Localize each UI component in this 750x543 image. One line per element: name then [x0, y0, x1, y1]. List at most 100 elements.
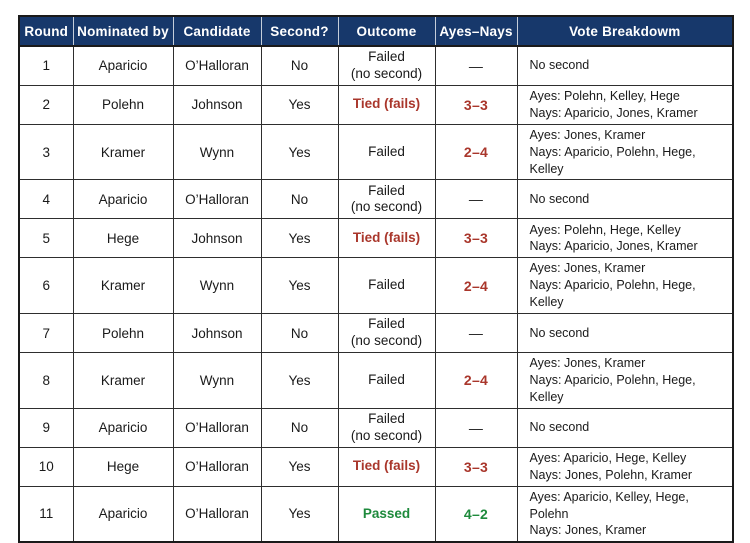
- cell-nominated-by: Kramer: [72, 352, 174, 409]
- cell-vote-breakdown: Ayes: Jones, Kramer Nays: Aparicio, Pole…: [516, 257, 734, 314]
- breakdown-line-1: Ayes: Jones, Kramer: [529, 261, 646, 276]
- cell-ayes-nays: —: [434, 45, 518, 86]
- cell-round: 9: [18, 407, 74, 448]
- cell-outcome: Passed: [337, 485, 436, 543]
- cell-candidate: O’Halloran: [172, 446, 262, 487]
- cell-second: Yes: [260, 485, 339, 543]
- table-row: 6 Kramer Wynn Yes Failed 2–4 Ayes: Jones…: [18, 257, 734, 314]
- cell-nominated-by: Polehn: [72, 313, 174, 353]
- cell-second: Yes: [260, 446, 339, 487]
- cell-nominated-by: Aparicio: [72, 407, 174, 448]
- breakdown-line-2: Nays: Aparicio, Jones, Kramer: [529, 105, 698, 120]
- cell-second: Yes: [260, 352, 339, 409]
- cell-nominated-by: Hege: [72, 218, 174, 259]
- cell-vote-breakdown: No second: [516, 179, 734, 220]
- header-candidate: Candidate: [172, 16, 262, 47]
- header-outcome: Outcome: [337, 16, 436, 47]
- cell-ayes-nays: 4–2: [434, 485, 518, 543]
- cell-outcome: Failed: [337, 352, 436, 409]
- header-round: Round: [18, 16, 74, 47]
- cell-vote-breakdown: Ayes: Polehn, Hege, Kelley Nays: Aparici…: [516, 218, 734, 259]
- table-row: 4 Aparicio O’Halloran No Failed (no seco…: [18, 179, 734, 220]
- cell-round: 4: [18, 179, 74, 220]
- cell-vote-breakdown: Ayes: Aparicio, Kelley, Hege, Polehn Nay…: [516, 485, 734, 543]
- cell-outcome: Failed (no second): [337, 407, 436, 448]
- outcome-line-1: Passed: [362, 505, 411, 521]
- table-row: 7 Polehn Johnson No Failed (no second) —…: [18, 313, 734, 353]
- table-row: 9 Aparicio O’Halloran No Failed (no seco…: [18, 407, 734, 448]
- breakdown-line-2: Nays: Aparicio, Polehn, Hege, Kelley: [529, 278, 696, 310]
- breakdown-line-1: Ayes: Jones, Kramer: [529, 127, 646, 142]
- cell-second: No: [260, 407, 339, 448]
- outcome-line-2: (no second): [350, 333, 423, 348]
- cell-round: 11: [18, 485, 74, 543]
- cell-round: 2: [18, 84, 74, 125]
- cell-second: Yes: [260, 123, 339, 181]
- cell-nominated-by: Aparicio: [72, 45, 174, 86]
- outcome-line-1: Failed: [368, 182, 405, 198]
- cell-candidate: Wynn: [172, 123, 262, 181]
- cell-second: Yes: [260, 84, 339, 125]
- table-row: 10 Hege O’Halloran Yes Tied (fails) 3–3 …: [18, 446, 734, 487]
- cell-outcome: Failed: [337, 257, 436, 314]
- table-row: 1 Aparicio O’Halloran No Failed (no seco…: [18, 45, 734, 86]
- cell-ayes-nays: 3–3: [434, 446, 518, 487]
- breakdown-line-2: Nays: Jones, Polehn, Kramer: [529, 467, 693, 482]
- cell-nominated-by: Aparicio: [72, 485, 174, 543]
- cell-ayes-nays: 3–3: [434, 218, 518, 259]
- cell-ayes-nays: —: [434, 179, 518, 220]
- cell-candidate: Wynn: [172, 257, 262, 314]
- cell-second: Yes: [260, 218, 339, 259]
- cell-round: 10: [18, 446, 74, 487]
- breakdown-line-1: No second: [529, 420, 590, 435]
- breakdown-line-2: Nays: Aparicio, Polehn, Hege, Kelley: [529, 144, 696, 176]
- cell-candidate: Johnson: [172, 218, 262, 259]
- cell-second: No: [260, 45, 339, 86]
- table-row: 2 Polehn Johnson Yes Tied (fails) 3–3 Ay…: [18, 84, 734, 125]
- header-nominated-by: Nominated by: [72, 16, 174, 47]
- table-body: 1 Aparicio O’Halloran No Failed (no seco…: [18, 45, 734, 543]
- cell-round: 8: [18, 352, 74, 409]
- cell-vote-breakdown: Ayes: Aparicio, Hege, Kelley Nays: Jones…: [516, 446, 734, 487]
- outcome-line-1: Tied (fails): [352, 96, 421, 112]
- breakdown-line-2: Nays: Jones, Kramer: [529, 523, 647, 538]
- header-ayes-nays: Ayes–Nays: [434, 16, 518, 47]
- vote-table: Round Nominated by Candidate Second? Out…: [18, 15, 734, 543]
- cell-nominated-by: Kramer: [72, 123, 174, 181]
- cell-second: No: [260, 313, 339, 353]
- cell-outcome: Failed: [337, 123, 436, 181]
- outcome-line-2: (no second): [350, 427, 423, 443]
- table-header: Round Nominated by Candidate Second? Out…: [18, 16, 734, 47]
- outcome-line-1: Failed: [368, 143, 405, 159]
- breakdown-line-2: Nays: Aparicio, Jones, Kramer: [529, 239, 698, 254]
- cell-candidate: Johnson: [172, 313, 262, 353]
- cell-nominated-by: Aparicio: [72, 179, 174, 220]
- cell-outcome: Failed (no second): [337, 313, 436, 353]
- cell-vote-breakdown: No second: [516, 407, 734, 448]
- cell-vote-breakdown: Ayes: Polehn, Kelley, Hege Nays: Aparici…: [516, 84, 734, 125]
- cell-nominated-by: Polehn: [72, 84, 174, 125]
- cell-round: 5: [18, 218, 74, 259]
- outcome-line-1: Failed: [368, 371, 405, 387]
- cell-vote-breakdown: Ayes: Jones, Kramer Nays: Aparicio, Pole…: [516, 123, 734, 181]
- cell-outcome: Tied (fails): [337, 446, 436, 487]
- table-row: 8 Kramer Wynn Yes Failed 2–4 Ayes: Jones…: [18, 352, 734, 409]
- outcome-line-1: Tied (fails): [352, 229, 421, 245]
- cell-candidate: Johnson: [172, 84, 262, 125]
- outcome-line-1: Failed: [368, 49, 405, 64]
- breakdown-line-1: Ayes: Polehn, Kelley, Hege: [529, 88, 680, 103]
- breakdown-line-1: Ayes: Aparicio, Kelley, Hege, Polehn: [529, 489, 689, 521]
- cell-ayes-nays: 2–4: [434, 123, 518, 181]
- table-row: 11 Aparicio O’Halloran Yes Passed 4–2 Ay…: [18, 485, 734, 543]
- outcome-line-2: (no second): [350, 199, 423, 215]
- cell-nominated-by: Kramer: [72, 257, 174, 314]
- cell-ayes-nays: —: [434, 407, 518, 448]
- cell-ayes-nays: —: [434, 313, 518, 353]
- breakdown-line-1: No second: [529, 191, 590, 206]
- cell-ayes-nays: 2–4: [434, 352, 518, 409]
- cell-ayes-nays: 3–3: [434, 84, 518, 125]
- breakdown-line-1: No second: [529, 58, 590, 73]
- outcome-line-1: Failed: [368, 277, 405, 293]
- cell-second: No: [260, 179, 339, 220]
- cell-round: 1: [18, 45, 74, 86]
